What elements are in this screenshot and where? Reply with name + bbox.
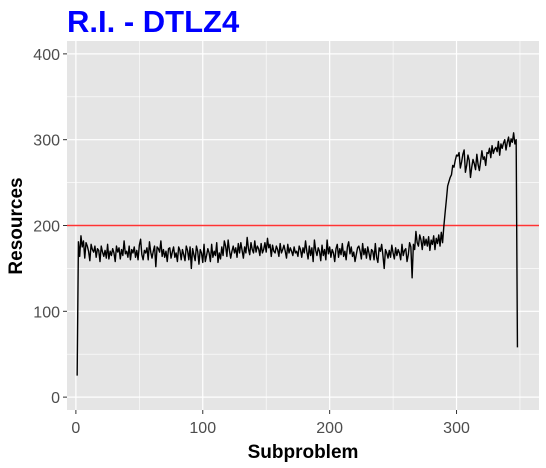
- y-tick-label: 200: [33, 219, 60, 236]
- x-tick-label: 300: [443, 420, 470, 437]
- x-tick-label: 0: [71, 420, 80, 437]
- x-axis-label: Subproblem: [248, 442, 359, 463]
- chart-title: R.I. - DTLZ4: [67, 4, 240, 39]
- x-axis: 0 100 200 300: [71, 410, 470, 437]
- y-tick-label: 300: [33, 133, 60, 150]
- y-axis-label: Resources: [6, 177, 27, 274]
- x-tick-label: 100: [189, 420, 216, 437]
- y-tick-label: 100: [33, 304, 60, 321]
- series-line: [76, 132, 519, 376]
- y-tick-label: 0: [51, 390, 60, 407]
- x-tick-label: 200: [316, 420, 343, 437]
- y-axis: 0 100 200 300 400: [33, 47, 67, 407]
- y-tick-label: 400: [33, 47, 60, 64]
